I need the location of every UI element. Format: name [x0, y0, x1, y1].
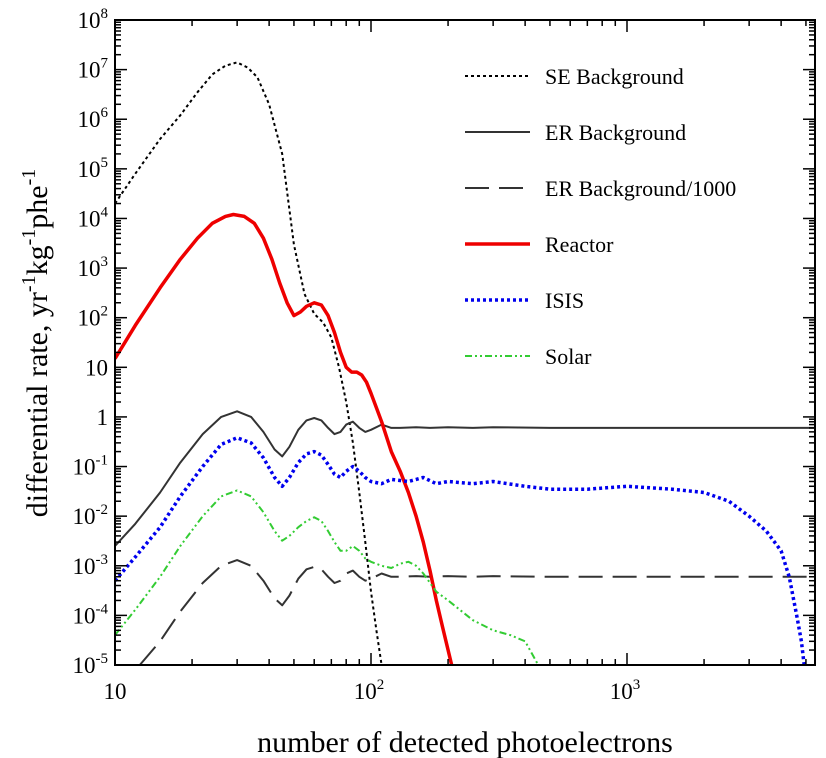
- y-tick-label: 10-4: [73, 601, 109, 628]
- y-tick-label: 103: [78, 254, 109, 281]
- series-line-1: [115, 410, 815, 547]
- series-layer: [115, 61, 815, 665]
- legend-label-1: ER Background: [545, 120, 686, 145]
- x-tick-label: 102: [354, 677, 385, 704]
- y-tick-label: 1: [97, 405, 109, 430]
- x-tick-labels: 10 102 103: [104, 677, 641, 704]
- y-tick-label: 105: [78, 155, 109, 182]
- y-tick-label: 102: [78, 304, 109, 331]
- y-tick-label: 108: [78, 6, 109, 33]
- series-line-2: [139, 559, 815, 665]
- x-axis-title: number of detected photoelectrons: [257, 726, 673, 758]
- x-tick-label: 103: [610, 677, 641, 704]
- series-line-3: [115, 212, 454, 665]
- y-tick-label: 104: [78, 204, 109, 231]
- series-line-4: [115, 436, 806, 665]
- y-tick-label: 10-5: [73, 651, 109, 678]
- y-tick-label: 10-2: [73, 502, 109, 529]
- x-tick-label: 10: [104, 679, 127, 704]
- series-line-0: [115, 61, 383, 665]
- series-line-5: [115, 489, 540, 665]
- plot-frame: [114, 19, 816, 666]
- y-tick-label: 10-1: [73, 453, 109, 480]
- y-tick-label: 106: [78, 105, 109, 132]
- legend: SE Background ER Background ER Background/…: [465, 64, 736, 369]
- y-tick-labels: 10810710610510410310210110-110-210-310-4…: [73, 6, 109, 678]
- legend-label-4: ISIS: [545, 288, 584, 313]
- legend-label-0: SE Background: [545, 64, 684, 89]
- legend-label-2: ER Background/1000: [545, 176, 736, 201]
- y-tick-label: 107: [78, 56, 109, 83]
- legend-label-5: Solar: [545, 344, 592, 369]
- y-tick-label: 10: [85, 355, 108, 380]
- y-tick-label: 10-3: [73, 552, 109, 579]
- legend-label-3: Reactor: [545, 232, 614, 257]
- y-axis-title: differential rate, yr-1kg-1phe-1: [18, 169, 54, 518]
- ticks-layer: [114, 19, 815, 666]
